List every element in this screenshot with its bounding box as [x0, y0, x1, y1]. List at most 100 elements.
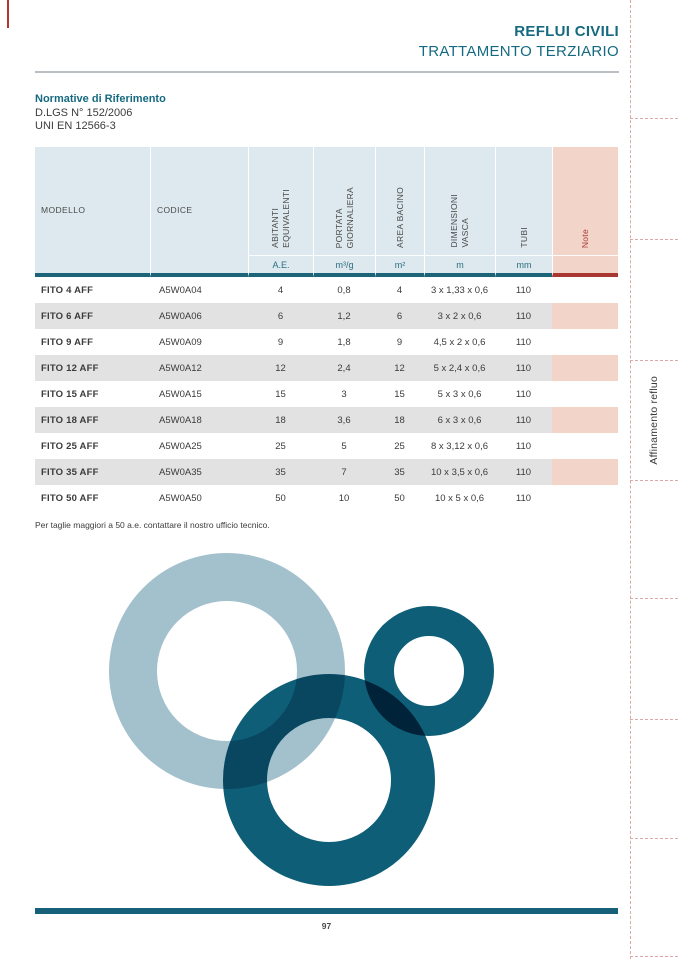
column-header-tubi: TUBI	[495, 147, 552, 255]
normative-line: D.LGS N° 152/2006	[35, 106, 133, 119]
cell-dimensioni: 4,5 x 2 x 0,6	[433, 336, 486, 348]
unit-cell-area: m²	[375, 255, 424, 277]
product-table: MODELLO CODICE ABITANTI EQUIVALENTI PORT…	[35, 147, 618, 511]
cell-area: 4	[396, 284, 403, 296]
column-header-portata: PORTATA GIORNALIERA	[313, 147, 375, 255]
ring-dark-small	[364, 606, 494, 736]
table-row: FITO 12 AFF A5W0A12 12 2,4 12 5 x 2,4 x …	[35, 355, 618, 381]
cell-note	[552, 381, 618, 407]
column-header-label: Note	[580, 228, 590, 248]
cell-portata: 5	[341, 440, 347, 452]
cell-abitanti: 4	[277, 284, 284, 296]
cell-modello: FITO 12 AFF	[35, 355, 150, 381]
cell-modello: FITO 18 AFF	[35, 407, 150, 433]
column-header-label: PORTATA GIORNALIERA	[333, 186, 355, 248]
cell-abitanti: 15	[275, 388, 286, 400]
cell-dimensioni: 6 x 3 x 0,6	[424, 407, 495, 433]
cell-note	[552, 277, 618, 303]
column-header-modello: MODELLO	[35, 147, 150, 277]
column-header-note: Note	[552, 147, 618, 255]
cell-tubi: 110	[515, 284, 532, 296]
cell-abitanti: 35	[248, 459, 313, 485]
cell-abitanti: 25	[275, 440, 286, 452]
cell-portata: 3	[341, 388, 347, 400]
cell-area: 6	[375, 303, 424, 329]
cell-dimensioni: 3 x 2 x 0,6	[424, 303, 495, 329]
cell-codice: A5W0A15	[159, 388, 202, 400]
tab-divider	[630, 598, 678, 599]
decorative-rings-graphic	[109, 553, 494, 886]
cell-modello: FITO 9 AFF	[41, 336, 94, 348]
page-edge-mark	[7, 0, 9, 28]
cell-dimensioni: 10 x 5 x 0,6	[434, 492, 485, 504]
column-header-label: TUBI	[518, 227, 529, 248]
table-footnote: Per taglie maggiori a 50 a.e. contattare…	[35, 520, 270, 530]
cell-area: 25	[394, 440, 405, 452]
cell-area: 50	[394, 492, 405, 504]
cell-codice: A5W0A06	[150, 303, 248, 329]
cell-portata: 3,6	[313, 407, 375, 433]
cell-note	[552, 459, 618, 485]
cell-tubi: 110	[515, 492, 532, 504]
tab-divider	[630, 360, 678, 361]
cell-tubi: 110	[515, 336, 532, 348]
page-number: 97	[321, 921, 332, 931]
column-header-label: AREA BACINO	[394, 187, 405, 248]
column-header-area-bacino: AREA BACINO	[375, 147, 424, 255]
unit-cell-tubi: mm	[495, 255, 552, 277]
normative-line: UNI EN 12566-3	[35, 120, 116, 132]
section-tab-label: Affinamento refluo	[648, 375, 660, 465]
tab-divider	[630, 118, 678, 119]
page-header: REFLUI CIVILI TRATTAMENTO TERZIARIO	[419, 23, 619, 60]
cell-modello: FITO 25 AFF	[41, 440, 99, 452]
cell-tubi: 110	[495, 459, 552, 485]
cell-portata: 1,8	[337, 336, 351, 348]
column-header-label: ABITANTI EQUIVALENTI	[270, 189, 291, 248]
cell-tubi: 110	[515, 440, 532, 452]
cell-modello: FITO 50 AFF	[41, 492, 99, 504]
table-row: FITO 50 AFF A5W0A50 50 10 50 10 x 5 x 0,…	[35, 485, 618, 511]
cell-abitanti: 6	[248, 303, 313, 329]
cell-portata: 10	[338, 492, 350, 504]
cell-codice: A5W0A04	[159, 284, 202, 296]
cell-portata: 7	[313, 459, 375, 485]
table-header: MODELLO CODICE ABITANTI EQUIVALENTI PORT…	[35, 147, 618, 277]
cell-area: 18	[375, 407, 424, 433]
tab-divider	[630, 956, 678, 957]
page-title: REFLUI CIVILI	[514, 23, 619, 40]
table-row: FITO 25 AFF A5W0A25 25 5 25 8 x 3,12 x 0…	[35, 433, 618, 459]
cell-area: 12	[375, 355, 424, 381]
footer-bar	[35, 908, 618, 914]
normative-block: Normative di Riferimento D.LGS N° 152/20…	[35, 93, 166, 134]
table-row: FITO 18 AFF A5W0A18 18 3,6 18 6 x 3 x 0,…	[35, 407, 618, 433]
cell-area: 15	[394, 388, 405, 400]
cell-tubi: 110	[495, 407, 552, 433]
ring-light	[109, 553, 345, 789]
ring-dark-large	[223, 674, 435, 886]
cell-codice: A5W0A25	[159, 440, 202, 452]
unit-cell-ae: A.E.	[248, 255, 313, 277]
cell-abitanti: 18	[248, 407, 313, 433]
cell-dimensioni: 5 x 2,4 x 0,6	[424, 355, 495, 381]
cell-dimensioni: 3 x 1,33 x 0,6	[430, 284, 489, 296]
unit-cell-note	[552, 255, 618, 277]
cell-note	[552, 485, 618, 511]
cell-codice: A5W0A50	[159, 492, 202, 504]
cell-codice: A5W0A18	[150, 407, 248, 433]
cell-portata: 2,4	[313, 355, 375, 381]
cell-tubi: 110	[495, 355, 552, 381]
cell-modello: FITO 4 AFF	[41, 284, 94, 296]
header-divider	[35, 71, 619, 73]
cell-codice: A5W0A12	[150, 355, 248, 381]
cell-dimensioni: 8 x 3,12 x 0,6	[430, 440, 489, 452]
cell-modello: FITO 6 AFF	[35, 303, 150, 329]
table-row: FITO 6 AFF A5W0A06 6 1,2 6 3 x 2 x 0,6 1…	[35, 303, 618, 329]
table-row: FITO 35 AFF A5W0A35 35 7 35 10 x 3,5 x 0…	[35, 459, 618, 485]
column-header-codice: CODICE	[150, 147, 248, 277]
cell-abitanti: 50	[275, 492, 286, 504]
cell-abitanti: 9	[277, 336, 284, 348]
table-row: FITO 9 AFF A5W0A09 9 1,8 9 4,5 x 2 x 0,6…	[35, 329, 618, 355]
cell-tubi: 110	[515, 388, 532, 400]
cell-codice: A5W0A35	[150, 459, 248, 485]
cell-tubi: 110	[495, 303, 552, 329]
